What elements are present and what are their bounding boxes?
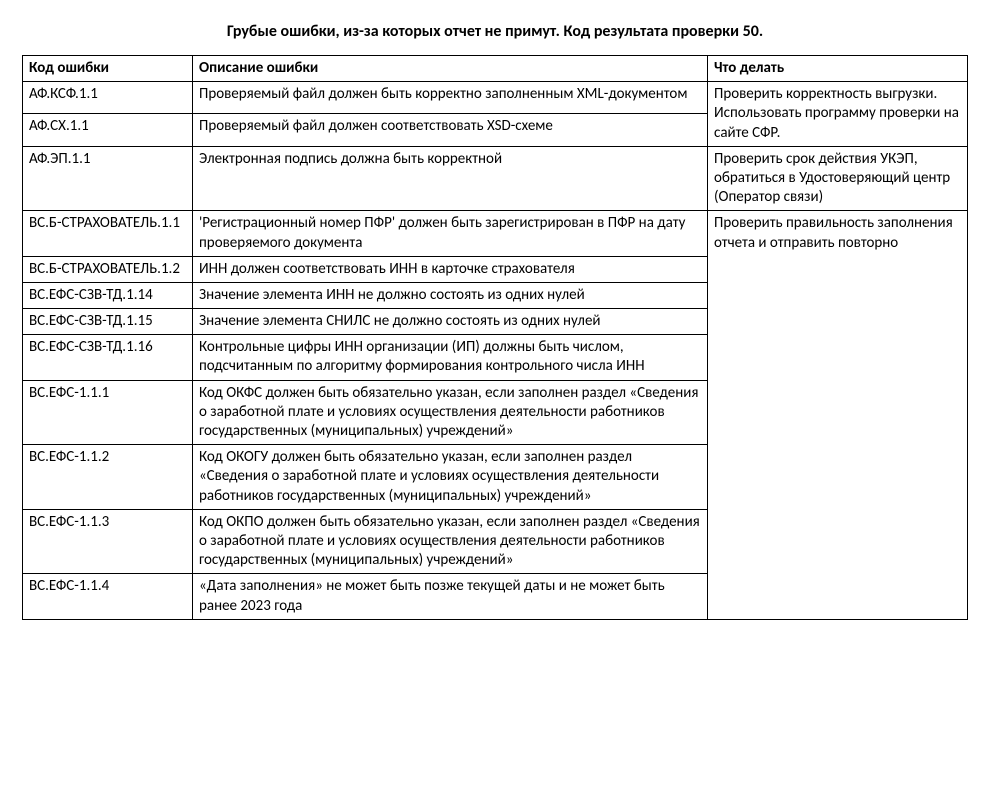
cell-desc: Код ОКОГУ должен быть обязательно указан… [193, 445, 708, 510]
cell-code: АФ.ЭП.1.1 [23, 146, 193, 211]
cell-desc: Код ОКФС должен быть обязательно указан,… [193, 380, 708, 445]
cell-code: ВС.ЕФС-СЗВ-ТД.1.14 [23, 282, 193, 308]
errors-table: Код ошибки Описание ошибки Что делать АФ… [22, 55, 968, 620]
cell-desc: «Дата заполнения» не может быть позже те… [193, 574, 708, 619]
col-header-action: Что делать [708, 56, 968, 82]
cell-code: ВС.ЕФС-1.1.4 [23, 574, 193, 619]
cell-code: ВС.ЕФС-СЗВ-ТД.1.16 [23, 335, 193, 380]
cell-desc: Контрольные цифры ИНН организации (ИП) д… [193, 335, 708, 380]
cell-desc: Проверяемый файл должен быть корректно з… [193, 82, 708, 114]
cell-desc: ИНН должен соответствовать ИНН в карточк… [193, 256, 708, 282]
cell-action: Проверить корректность выгрузки. Использ… [708, 82, 968, 147]
cell-code: ВС.ЕФС-1.1.1 [23, 380, 193, 445]
table-row: ВС.Б-СТРАХОВАТЕЛЬ.1.1'Регистрационный но… [23, 211, 968, 256]
cell-desc: Электронная подпись должна быть корректн… [193, 146, 708, 211]
page-title: Грубые ошибки, из-за которых отчет не пр… [22, 22, 968, 41]
cell-code: ВС.Б-СТРАХОВАТЕЛЬ.1.1 [23, 211, 193, 256]
table-header-row: Код ошибки Описание ошибки Что делать [23, 56, 968, 82]
cell-desc: Код ОКПО должен быть обязательно указан,… [193, 509, 708, 574]
col-header-desc: Описание ошибки [193, 56, 708, 82]
cell-code: ВС.ЕФС-СЗВ-ТД.1.15 [23, 309, 193, 335]
cell-desc: Проверяемый файл должен соответствовать … [193, 114, 708, 146]
cell-code: ВС.ЕФС-1.1.3 [23, 509, 193, 574]
cell-desc: Значение элемента СНИЛС не должно состоя… [193, 309, 708, 335]
cell-code: ВС.ЕФС-1.1.2 [23, 445, 193, 510]
cell-desc: Значение элемента ИНН не должно состоять… [193, 282, 708, 308]
cell-code: ВС.Б-СТРАХОВАТЕЛЬ.1.2 [23, 256, 193, 282]
cell-code: АФ.СХ.1.1 [23, 114, 193, 146]
cell-code: АФ.КСФ.1.1 [23, 82, 193, 114]
col-header-code: Код ошибки [23, 56, 193, 82]
table-row: АФ.КСФ.1.1Проверяемый файл должен быть к… [23, 82, 968, 114]
table-row: АФ.ЭП.1.1Электронная подпись должна быть… [23, 146, 968, 211]
cell-action: Проверить правильность заполнения отчета… [708, 211, 968, 619]
cell-action: Проверить срок действия УКЭП, обратиться… [708, 146, 968, 211]
cell-desc: 'Регистрационный номер ПФР' должен быть … [193, 211, 708, 256]
